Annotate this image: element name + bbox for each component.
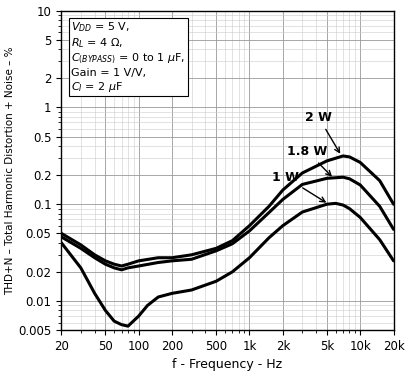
Text: 1.8 W: 1.8 W [287, 145, 330, 176]
Text: 2 W: 2 W [305, 111, 339, 152]
Text: 1 W: 1 W [272, 171, 324, 202]
Y-axis label: THD+N – Total Harmonic Distortion + Noise – %: THD+N – Total Harmonic Distortion + Nois… [6, 46, 16, 294]
Text: $V_{DD}$ = 5 V,
$R_L$ = 4 $\Omega$,
$C_{(BYPASS)}$ = 0 to 1 $\mu$F,
Gain = 1 V/V: $V_{DD}$ = 5 V, $R_L$ = 4 $\Omega$, $C_{… [71, 20, 185, 93]
X-axis label: f - Frequency - Hz: f - Frequency - Hz [172, 359, 282, 371]
